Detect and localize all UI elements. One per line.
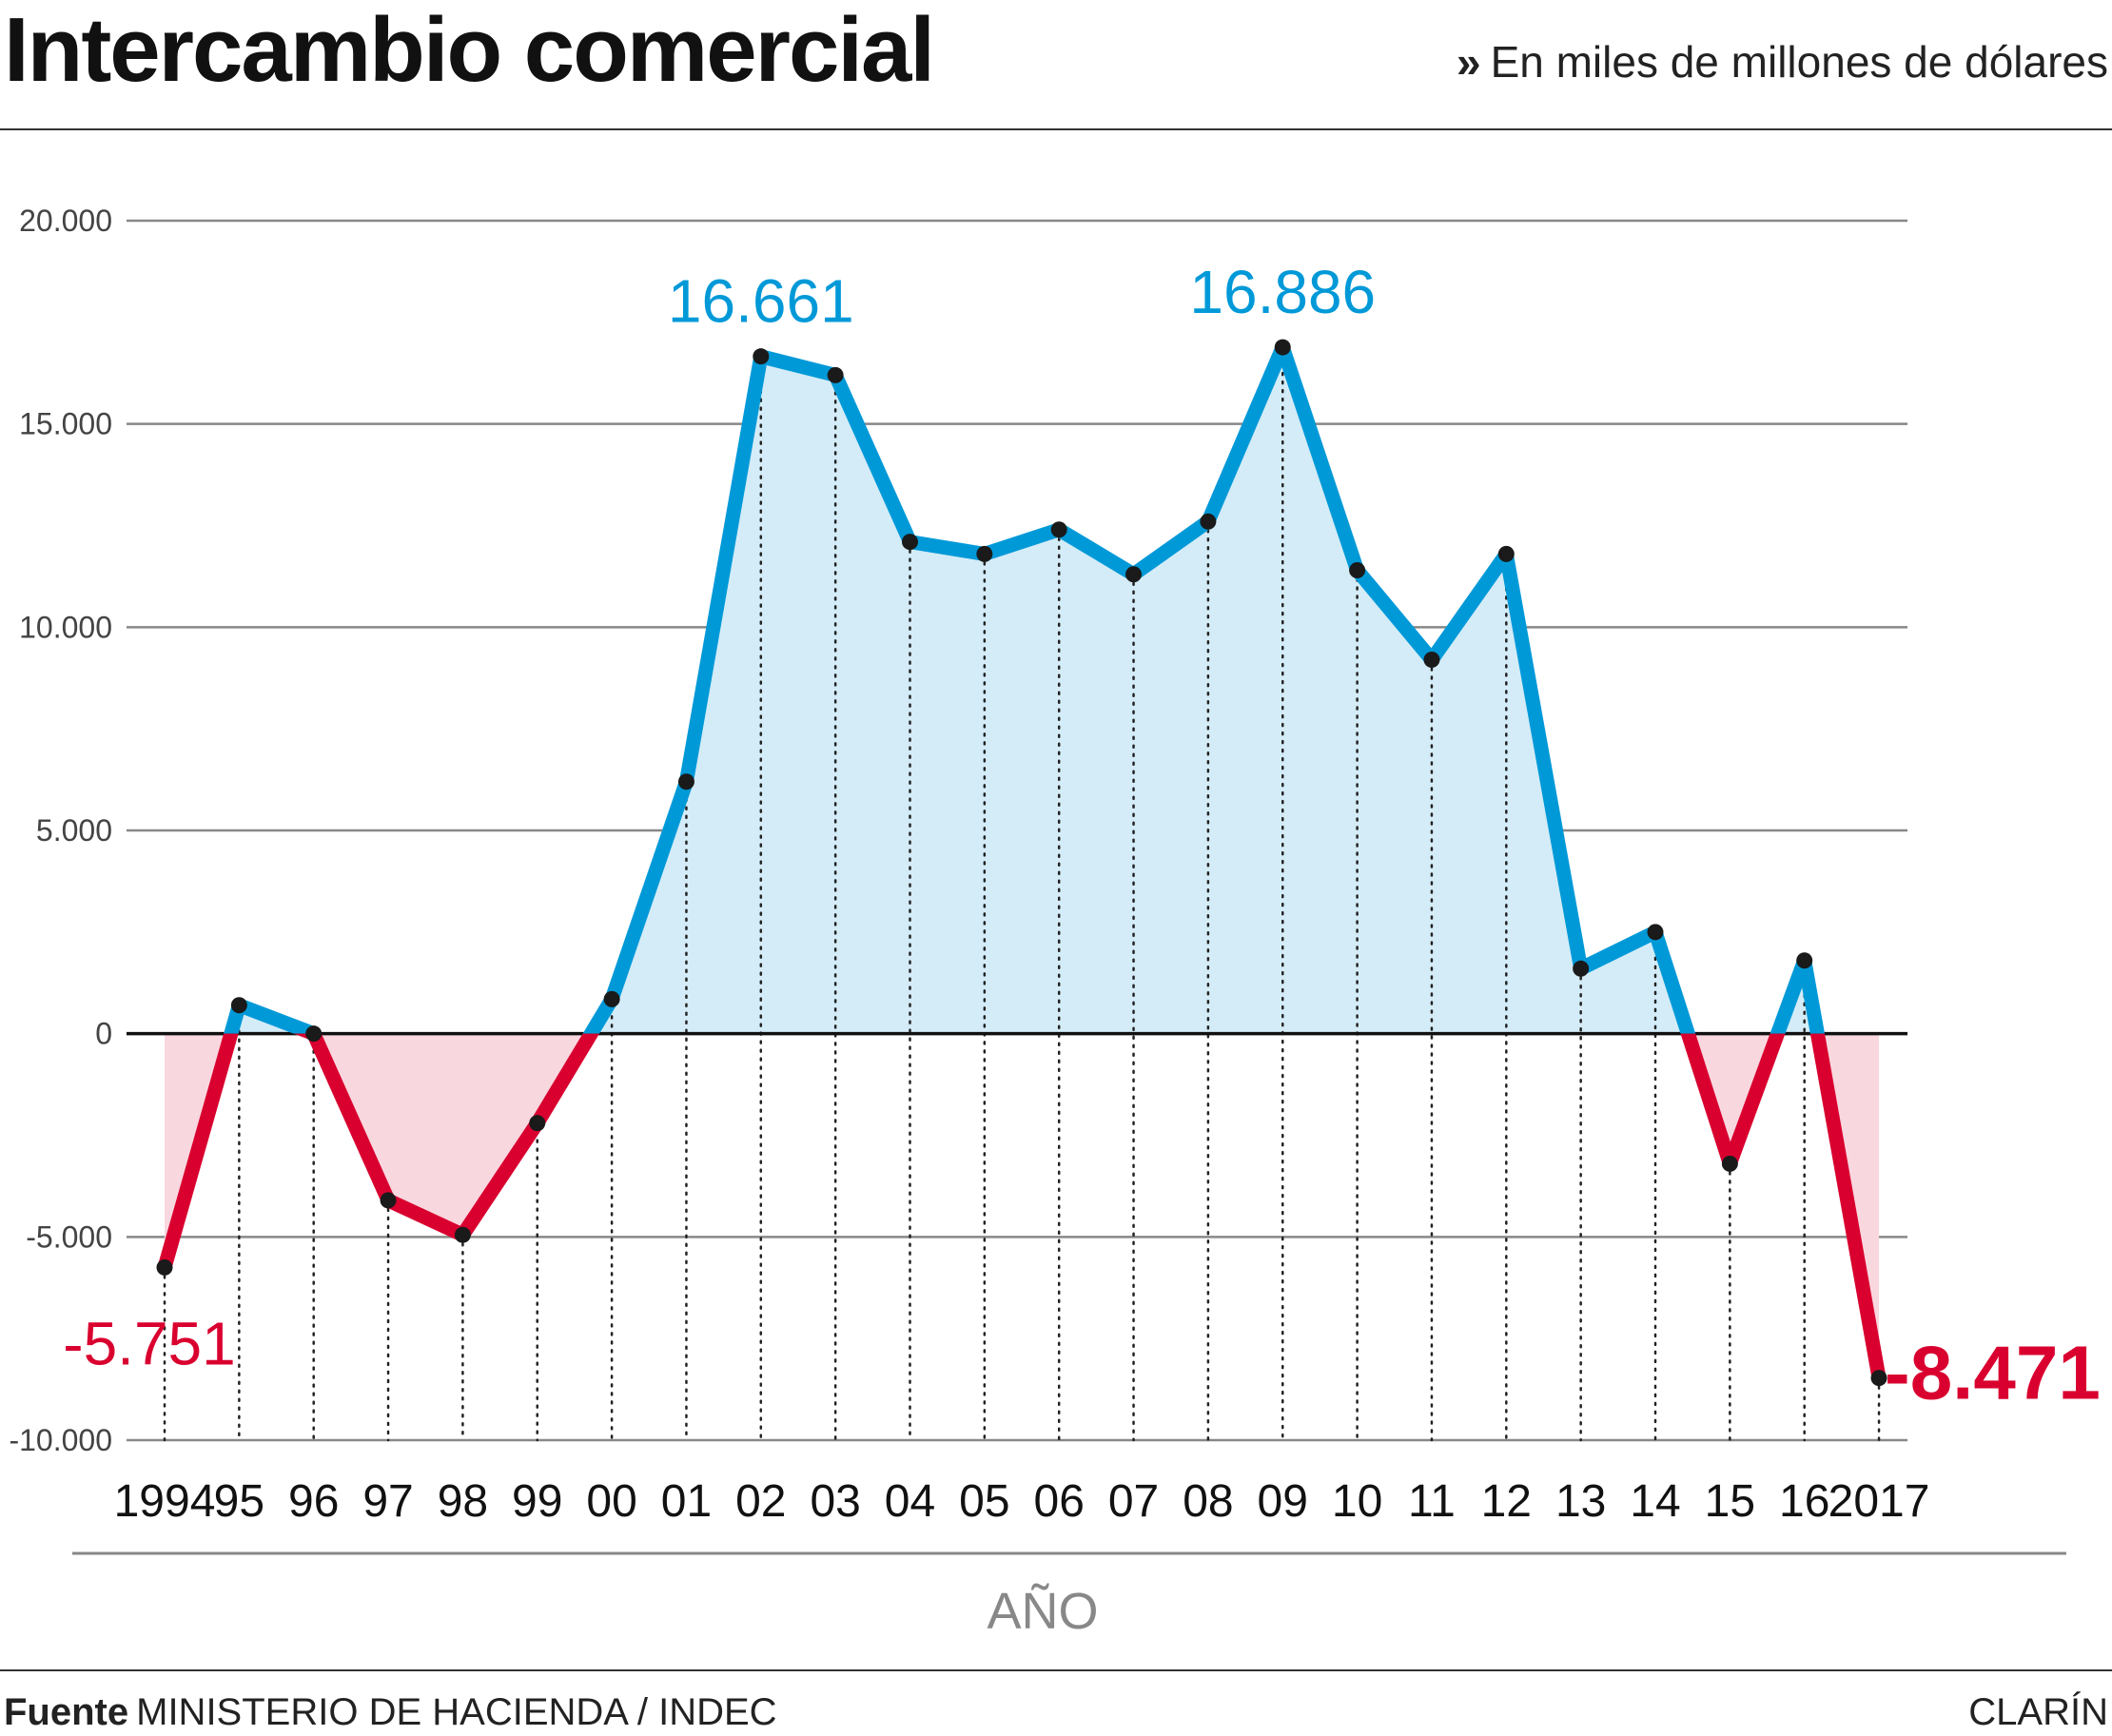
- data-points: [156, 339, 1887, 1387]
- source-text: MINISTERIO DE HACIENDA / INDEC: [136, 1691, 777, 1733]
- x-tick-label: 97: [362, 1476, 413, 1527]
- data-point: [1721, 1155, 1738, 1172]
- x-tick-label: 98: [438, 1476, 488, 1527]
- x-tick-label: 10: [1332, 1476, 1382, 1527]
- data-point: [1274, 339, 1291, 356]
- x-tick-label: 11: [1408, 1476, 1456, 1527]
- source-note: Fuente MINISTERIO DE HACIENDA / INDEC: [4, 1691, 777, 1734]
- value-annotation: 16.661: [668, 267, 854, 336]
- data-point: [1200, 513, 1217, 530]
- y-tick-label: -10.000: [9, 1423, 112, 1457]
- data-point: [1125, 566, 1143, 583]
- data-point: [902, 534, 918, 551]
- x-tick-label: 04: [885, 1476, 935, 1527]
- positive-area: [230, 347, 1818, 1034]
- x-tick-label: 13: [1555, 1476, 1606, 1527]
- series-line-positive: [224, 340, 1826, 1034]
- data-point: [677, 773, 694, 790]
- data-point: [1349, 562, 1366, 579]
- data-point: [603, 990, 620, 1007]
- value-annotation: -5.751: [63, 1309, 235, 1377]
- value-annotation: 16.886: [1189, 258, 1376, 326]
- data-annotations: -5.751 16.661 16.886 -8.471: [63, 258, 2101, 1415]
- value-annotation: -8.471: [1885, 1331, 2101, 1415]
- y-tick-label: 5.000: [36, 813, 112, 848]
- data-point: [1423, 652, 1440, 669]
- y-axis-ticks: 20.000 15.000 10.000 5.000 0 -5.000 -10.000: [9, 204, 112, 1457]
- data-point: [230, 997, 247, 1014]
- data-point: [156, 1258, 173, 1276]
- x-tick-label: 06: [1034, 1476, 1085, 1527]
- y-tick-label: 10.000: [19, 610, 112, 644]
- data-point: [1870, 1370, 1887, 1387]
- x-tick-label: 16: [1779, 1476, 1829, 1527]
- source-label: Fuente: [4, 1691, 129, 1733]
- x-tick-label: 1994: [114, 1476, 216, 1527]
- data-point: [454, 1226, 471, 1243]
- x-tick-label: 09: [1258, 1476, 1308, 1527]
- data-point: [976, 545, 993, 562]
- y-tick-label: -5.000: [26, 1219, 112, 1254]
- x-tick-label: 00: [586, 1476, 636, 1527]
- subtitle-marker: »: [1456, 37, 1481, 87]
- x-tick-label: 05: [959, 1476, 1009, 1527]
- subtitle-text: En miles de millones de dólares: [1490, 37, 2108, 87]
- data-point: [1573, 960, 1590, 977]
- series-line-negative: [157, 1033, 1887, 1386]
- y-tick-label: 20.000: [19, 204, 112, 238]
- x-tick-label: 08: [1183, 1476, 1233, 1527]
- data-point: [1497, 545, 1515, 562]
- trade-balance-chart: 20.000 15.000 10.000 5.000 0 -5.000 -10.000 19…: [9, 204, 2101, 1640]
- data-point: [1796, 952, 1813, 969]
- x-tick-label: 15: [1705, 1476, 1755, 1527]
- series-lines: [157, 340, 1887, 1386]
- x-tick-label: 02: [735, 1476, 786, 1527]
- y-tick-label: 0: [95, 1017, 112, 1051]
- data-point: [529, 1115, 546, 1132]
- y-tick-label: 15.000: [19, 407, 112, 441]
- chart-subtitle: » En miles de millones de dólares: [1457, 36, 2108, 88]
- x-axis-label: AÑO: [987, 1583, 1098, 1640]
- data-point: [753, 348, 770, 365]
- x-tick-label: 01: [661, 1476, 712, 1527]
- x-tick-label: 2017: [1828, 1476, 1930, 1527]
- drop-lines: [163, 345, 1881, 1442]
- footer-divider: [0, 1669, 2112, 1671]
- data-point: [380, 1192, 397, 1209]
- x-tick-label: 12: [1481, 1476, 1532, 1527]
- x-tick-label: 03: [810, 1476, 860, 1527]
- x-tick-label: 07: [1108, 1476, 1159, 1527]
- x-tick-label: 95: [214, 1476, 264, 1527]
- publisher-credit: CLARÍN: [1968, 1691, 2108, 1733]
- x-tick-label: 14: [1630, 1476, 1680, 1527]
- x-tick-label: 96: [288, 1476, 339, 1527]
- data-point: [1647, 924, 1664, 941]
- page-title: Intercambio comercial: [4, 0, 935, 101]
- x-tick-label: 99: [512, 1476, 562, 1527]
- data-point: [1050, 521, 1067, 538]
- header-divider: [0, 128, 2112, 130]
- data-point: [827, 366, 844, 383]
- data-point: [305, 1025, 323, 1043]
